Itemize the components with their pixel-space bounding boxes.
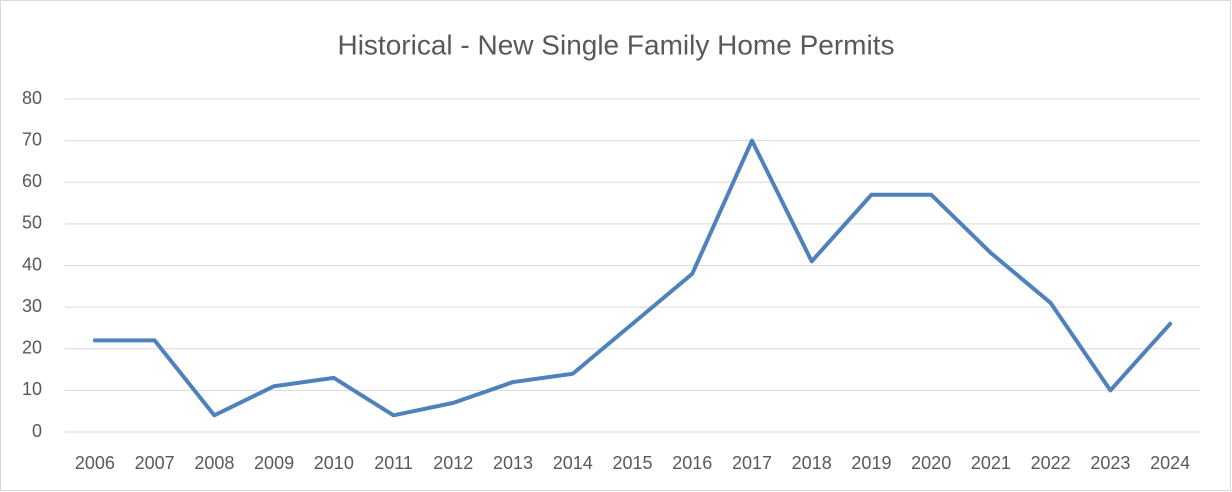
x-tick-label: 2009 xyxy=(254,453,294,473)
x-tick-label: 2012 xyxy=(433,453,473,473)
x-tick-label: 2016 xyxy=(672,453,712,473)
y-tick-label: 40 xyxy=(22,254,42,274)
x-tick-label: 2021 xyxy=(971,453,1011,473)
x-tick-label: 2011 xyxy=(374,453,413,473)
y-tick-label: 0 xyxy=(32,421,42,441)
x-tick-label: 2017 xyxy=(732,453,772,473)
x-tick-label: 2023 xyxy=(1090,453,1130,473)
x-tick-label: 2010 xyxy=(314,453,354,473)
x-tick-label: 2024 xyxy=(1150,453,1190,473)
y-tick-label: 70 xyxy=(22,129,42,149)
x-tick-label: 2020 xyxy=(911,453,951,473)
chart-title: Historical - New Single Family Home Perm… xyxy=(337,29,894,60)
x-tick-label: 2006 xyxy=(75,453,115,473)
x-tick-label: 2013 xyxy=(493,453,533,473)
y-tick-label: 20 xyxy=(22,338,42,358)
data-line xyxy=(92,138,1173,418)
x-tick-label: 2019 xyxy=(851,453,891,473)
x-tick-label: 2015 xyxy=(612,453,652,473)
y-tick-label: 60 xyxy=(22,171,42,191)
y-tick-label: 80 xyxy=(22,88,42,108)
y-tick-label: 50 xyxy=(22,213,42,233)
y-tick-label: 30 xyxy=(22,296,42,316)
x-tick-label: 2018 xyxy=(792,453,832,473)
x-tick-label: 2008 xyxy=(194,453,234,473)
y-tick-label: 10 xyxy=(22,379,42,399)
x-tick-label: 2007 xyxy=(135,453,175,473)
x-tick-label: 2014 xyxy=(553,453,593,473)
x-tick-label: 2022 xyxy=(1031,453,1071,473)
